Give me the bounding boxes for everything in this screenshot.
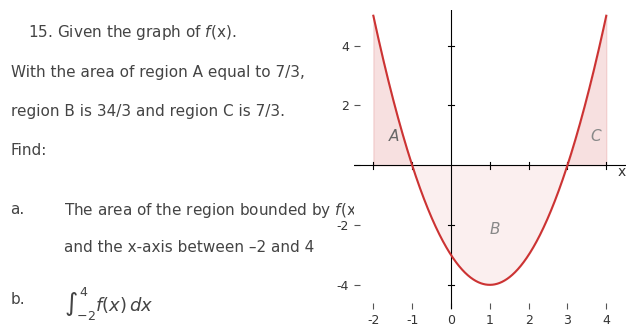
Text: and the x-axis between –2 and 4: and the x-axis between –2 and 4: [64, 240, 314, 255]
Text: With the area of region A equal to 7/3,: With the area of region A equal to 7/3,: [11, 65, 305, 80]
Text: B: B: [490, 222, 501, 237]
Text: $\int_{-2}^{4} f(x)\,dx$: $\int_{-2}^{4} f(x)\,dx$: [64, 286, 154, 323]
Text: A: A: [389, 129, 399, 144]
Text: 15. Given the graph of $f$(x).: 15. Given the graph of $f$(x).: [28, 23, 237, 42]
Text: The area of the region bounded by $f$(x): The area of the region bounded by $f$(x): [64, 202, 362, 220]
Text: C: C: [591, 129, 602, 144]
Text: x: x: [617, 165, 626, 179]
Text: a.: a.: [11, 202, 25, 216]
Text: Find:: Find:: [11, 143, 47, 158]
Text: b.: b.: [11, 292, 25, 307]
Text: region B is 34/3 and region C is 7/3.: region B is 34/3 and region C is 7/3.: [11, 104, 284, 119]
